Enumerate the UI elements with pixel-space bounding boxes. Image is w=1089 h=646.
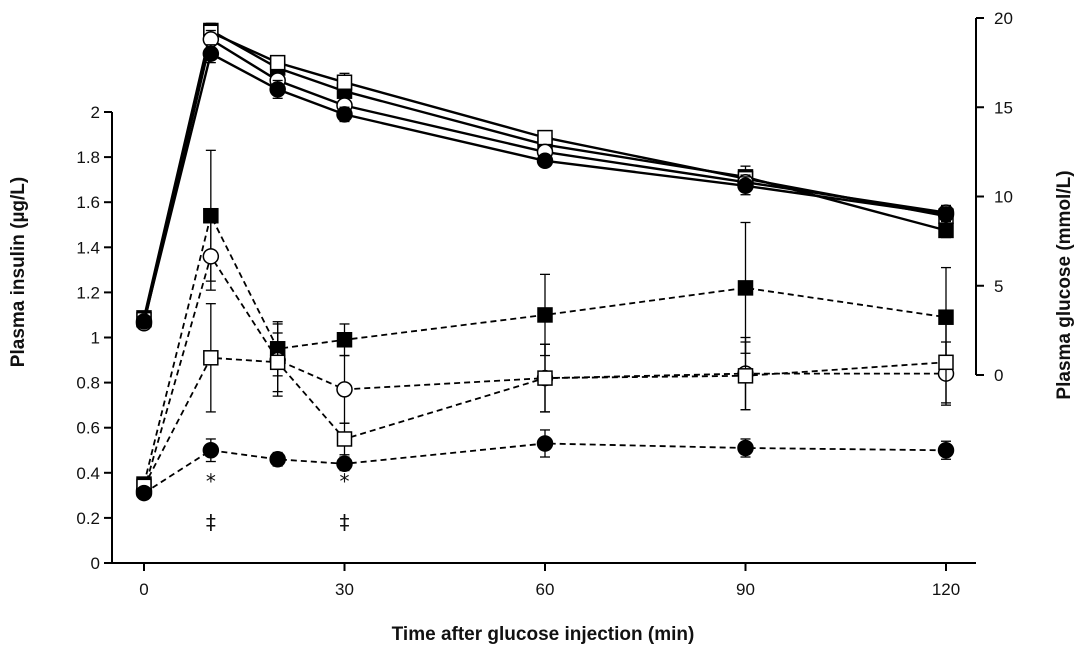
- data-point: [203, 350, 219, 366]
- y-left-tick-label: 1.6: [76, 193, 100, 212]
- data-point: [737, 439, 754, 457]
- series-layer: [135, 22, 955, 502]
- annotation-symbol: *: [340, 470, 350, 494]
- data-point: [269, 451, 286, 468]
- y-left-tick-label: 2: [91, 103, 100, 122]
- y-left-tick-label: 1: [91, 329, 100, 348]
- x-tick-label: 120: [932, 580, 960, 599]
- data-point: [336, 106, 353, 123]
- annotation-symbol: ‡: [340, 510, 350, 534]
- y-left-tick-label: 0.6: [76, 419, 100, 438]
- y-left-tick-label: 0.8: [76, 374, 100, 393]
- data-point: [135, 484, 153, 502]
- data-point: [737, 177, 754, 195]
- y-left-tick-label: 1.4: [76, 238, 100, 257]
- y-left-tick-label: 0.4: [76, 464, 100, 483]
- data-point: [938, 354, 954, 371]
- data-point: [737, 280, 754, 296]
- y-axis-right-title: Plasma glucose (mmol/L): [1054, 170, 1075, 399]
- data-point: [135, 313, 153, 330]
- x-tick-label: 30: [335, 580, 354, 599]
- y-right-tick-label: 20: [994, 9, 1013, 28]
- x-tick-label: 0: [139, 580, 148, 599]
- y-left-tick-label: 0: [91, 554, 100, 573]
- annotation-symbol: ‡: [206, 510, 216, 534]
- data-point: [537, 370, 553, 386]
- axes: 00.20.40.60.811.21.41.61.820 30 60 90 120051…: [76, 9, 1013, 599]
- data-point: [336, 455, 353, 473]
- data-point: [202, 442, 220, 459]
- x-axis-title: Time after glucose injection (min): [392, 624, 695, 645]
- data-point: [336, 381, 353, 398]
- data-point: [937, 206, 955, 223]
- data-point: [336, 332, 353, 348]
- data-point: [336, 74, 353, 91]
- data-point: [202, 45, 220, 62]
- y-left-tick-label: 1.8: [76, 148, 100, 167]
- annotation-symbol: *: [206, 470, 216, 494]
- data-point: [203, 207, 219, 224]
- annotations: * ‡ * ‡: [206, 470, 350, 535]
- y-right-tick-label: 0: [994, 366, 1003, 385]
- data-point: [202, 248, 220, 265]
- data-point: [336, 431, 353, 447]
- data-point: [937, 442, 955, 459]
- y-right-tick-label: 5: [994, 277, 1003, 296]
- series-3: [136, 303, 954, 495]
- data-point: [269, 354, 286, 371]
- data-point: [737, 368, 754, 384]
- y-axis-left-title: Plasma insulin (µg/L): [8, 177, 29, 367]
- data-point: [269, 81, 286, 98]
- series-8: [135, 44, 955, 330]
- y-right-tick-label: 15: [994, 98, 1013, 117]
- y-left-tick-label: 1.2: [76, 283, 100, 302]
- y-left-tick-label: 0.2: [76, 509, 100, 528]
- data-point: [537, 307, 553, 323]
- data-point: [537, 129, 553, 146]
- data-point: [938, 222, 954, 239]
- x-tick-label: 60: [536, 580, 555, 599]
- data-point: [536, 152, 554, 170]
- y-right-tick-label: 10: [994, 188, 1013, 207]
- series-4: [135, 429, 955, 502]
- x-tick-label: 90: [736, 580, 755, 599]
- data-point: [269, 54, 286, 71]
- data-point: [536, 435, 554, 452]
